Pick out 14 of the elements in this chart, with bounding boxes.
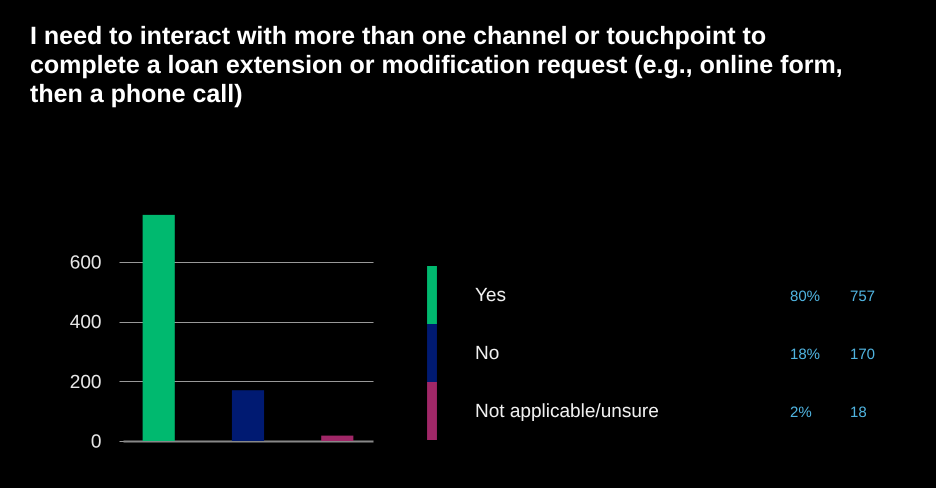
text: 18%	[790, 346, 820, 363]
text: No	[475, 343, 500, 364]
text: 757	[850, 288, 876, 305]
y-tick-label: 400	[70, 312, 102, 334]
y-tick-label: 200	[70, 372, 102, 393]
text: 80%	[790, 288, 820, 305]
y-tick-label: 0	[90, 432, 102, 452]
text: 18	[850, 404, 867, 421]
y-tick-label: 600	[70, 252, 102, 274]
text: 170	[850, 346, 876, 363]
text: Yes	[475, 285, 506, 306]
text: Not applicable/unsure	[475, 401, 659, 422]
text: I need to interact with more than one channel or touchpoint to complete a loan extension or modification request (e.g., online form, then a phone call)	[30, 22, 844, 109]
text: 2%	[790, 404, 812, 421]
